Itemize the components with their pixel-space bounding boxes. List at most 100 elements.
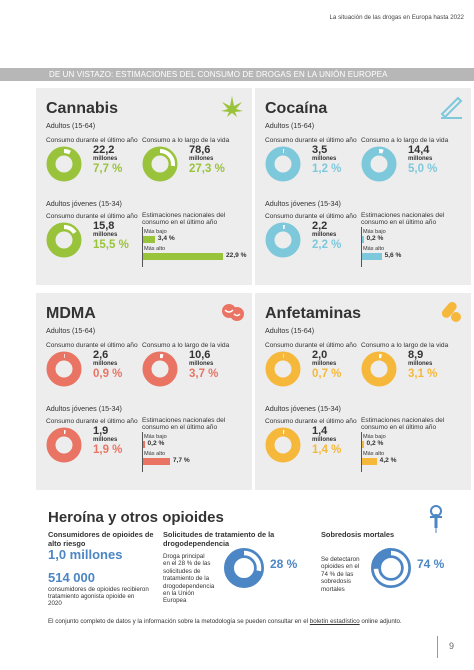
donut-share-arc: [48, 224, 80, 256]
running-header: La situación de las drogas en Europa has…: [329, 14, 464, 21]
value-percent: 5,0 %: [408, 163, 438, 175]
deaths-title: Sobredosis mortales: [321, 530, 395, 539]
deaths-text-line: sobredosis: [321, 578, 351, 586]
mdma-pills-icon: [222, 304, 244, 321]
value-millions: 1,9: [93, 425, 109, 437]
panel-cannabis: Cannabis Adultos (15-64) Consumo durante e…: [36, 88, 252, 285]
last-year-label: Consumo durante el último año: [265, 137, 357, 144]
drug-title: Cannabis: [46, 100, 119, 117]
donut-young-last: [46, 427, 82, 463]
page-divider: [437, 636, 438, 658]
bar-lower: [143, 236, 155, 243]
lower-label: Más bajo: [144, 229, 167, 235]
drug-title: MDMA: [46, 305, 96, 322]
higher-label: Más alto: [363, 451, 385, 457]
millions-unit: millones: [93, 437, 118, 443]
value-percent: 0,9 %: [93, 368, 123, 380]
treated-text-3: 2020: [48, 600, 62, 607]
young-label: Adultos jóvenes (15-34): [265, 404, 341, 413]
bar-axis-line: [142, 227, 143, 267]
bar-lower-value: 0,2 %: [147, 440, 165, 447]
national-label-2: consumo en el último año: [361, 424, 437, 431]
treatment-text-line: en la Unión: [163, 590, 195, 597]
bar-higher: [143, 253, 223, 260]
value-percent: 2,2 %: [312, 239, 342, 251]
section-banner: DE UN VISTAZO: ESTIMACIONES DEL CONSUMO …: [0, 68, 474, 81]
millions-unit: millones: [408, 361, 433, 367]
bar-lower-value: 0,2 %: [366, 440, 384, 447]
treatment-title: Solicitudes de tratamiento de la: [163, 530, 275, 539]
adults-label: Adultos (15-64): [265, 121, 315, 130]
national-label-2: consumo en el último año: [361, 219, 437, 226]
lifetime-label: Consumo a lo largo de la vida: [142, 137, 230, 144]
millions-unit: millones: [93, 156, 118, 162]
donut-adults-life: [142, 146, 178, 182]
treatment-text-line: en el 28 % de las: [163, 560, 211, 568]
donut-share-arc: [144, 148, 176, 180]
value-percent: 1,4 %: [312, 444, 342, 456]
value-millions: 78,6: [189, 144, 211, 156]
millions-unit: millones: [189, 156, 214, 162]
value-millions: 3,5: [312, 144, 328, 156]
young-label: Adultos jóvenes (15-34): [46, 199, 122, 208]
value-millions: 2,6: [93, 349, 109, 361]
millions-unit: millones: [189, 361, 214, 367]
donut-adults-last: [46, 351, 82, 387]
donut-young-last: [46, 222, 82, 258]
highrisk-title: Consumidores de opioides de: [48, 530, 154, 539]
donut-young-last: [265, 427, 301, 463]
donut-share-arc: [363, 148, 395, 180]
donut-share-arc: [373, 550, 409, 586]
deaths-text-line: opioides en el: [321, 563, 360, 571]
donut-adults-last: [46, 146, 82, 182]
treatment-title-2: drogodependencia: [163, 539, 230, 548]
higher-label: Más alto: [144, 451, 166, 457]
national-label-1: Estimaciones nacionales del: [142, 417, 226, 424]
bar-axis-line: [361, 432, 362, 472]
higher-label: Más alto: [363, 246, 385, 252]
treatment-text-line: solicitudes de: [163, 567, 201, 575]
drug-title: Anfetaminas: [265, 305, 362, 322]
deaths-text-line: mortales: [321, 585, 345, 593]
donut-share-arc: [226, 550, 262, 586]
bar-higher-value: 5,6 %: [384, 252, 402, 259]
donut-share-arc: [267, 148, 299, 180]
opioids-title: Heroína y otros opioides: [48, 509, 224, 526]
donut-share-arc: [48, 353, 80, 385]
treatment-pct: 28 %: [270, 557, 298, 571]
donut-adults-last: [265, 146, 301, 182]
national-label-2: consumo en el último año: [142, 424, 218, 431]
millions-unit: millones: [93, 361, 118, 367]
value-percent: 3,1 %: [408, 368, 438, 380]
donut-share-arc: [48, 148, 80, 180]
bar-higher: [362, 458, 377, 465]
national-label-1: Estimaciones nacionales del: [142, 212, 226, 219]
deaths-pct: 74 %: [417, 557, 445, 571]
young-last-year-label: Consumo durante el último año: [46, 418, 138, 425]
bar-higher-value: 22,9 %: [226, 252, 247, 259]
treated-text-2: tratamiento agonista opioide en: [48, 593, 135, 600]
bar-higher-value: 7,7 %: [172, 457, 190, 464]
donut-share-arc: [48, 429, 80, 461]
treatment-text-line: tratamiento de la: [163, 575, 210, 583]
lifetime-label: Consumo a lo largo de la vida: [361, 342, 449, 349]
bar-axis-line: [361, 227, 362, 267]
bar-lower: [362, 441, 364, 448]
national-label-2: consumo en el último año: [142, 219, 218, 226]
bar-higher-value: 4,2 %: [379, 457, 397, 464]
donut-share-arc: [363, 353, 395, 385]
value-percent: 27,3 %: [189, 163, 225, 175]
value-millions: 1,4: [312, 425, 328, 437]
lower-label: Más bajo: [363, 434, 386, 440]
footer-text-2: online adjunto.: [361, 618, 402, 625]
young-last-year-label: Consumo durante el último año: [265, 418, 357, 425]
millions-unit: millones: [408, 156, 433, 162]
young-last-year-label: Consumo durante el último año: [46, 213, 138, 220]
footer-link[interactable]: boletín estadístico: [309, 618, 360, 625]
donut-share-arc: [267, 429, 299, 461]
adults-label: Adultos (15-64): [265, 326, 315, 335]
value-millions: 14,4: [408, 144, 430, 156]
treated-value: 514 000: [48, 570, 95, 585]
value-percent: 7,7 %: [93, 163, 123, 175]
donut-adults-life: [361, 351, 397, 387]
